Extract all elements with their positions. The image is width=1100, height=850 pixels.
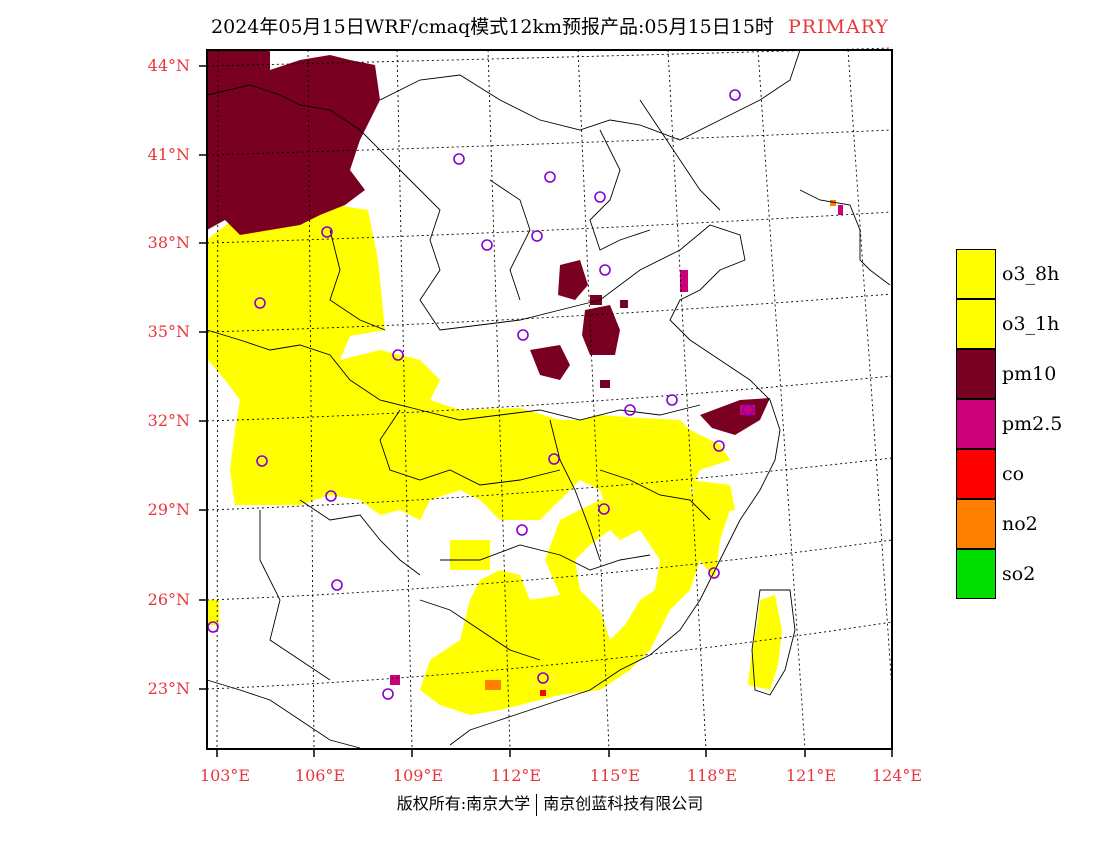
legend-swatch [956,449,996,499]
legend-label: so2 [1002,563,1036,585]
legend-label: co [1002,463,1025,485]
lat-label: 38°N [147,233,190,252]
lon-label: 115°E [589,766,641,785]
copyright-left: 版权所有:南京大学 [396,794,531,813]
graticule [206,47,893,750]
lat-label: 41°N [147,145,190,164]
station-markers [207,89,754,700]
legend-swatch [956,299,996,349]
pm10-region [207,50,770,435]
lat-label: 44°N [147,56,190,75]
legend-label: o3_8h [1002,263,1060,285]
co-region [540,690,546,696]
footer-divider [536,793,538,816]
lat-label: 26°N [147,590,190,609]
legend-label: pm2.5 [1002,413,1063,435]
primary-tag: PRIMARY [787,16,889,38]
lon-label: 106°E [294,766,346,785]
legend-swatch [956,549,996,599]
o3-region [207,205,782,715]
copyright-footer: 版权所有:南京大学 南京创蓝科技有限公司 [0,790,1100,816]
legend-label: o3_1h [1002,313,1060,335]
boundary-lines [206,49,891,749]
lat-label: 35°N [147,322,190,341]
title-text: 2024年05月15日WRF/cmaq模式12km预报产品:05月15日15时 [211,16,774,38]
axis-ticks [199,65,893,757]
pm25-region [390,205,843,685]
map-frame [206,49,893,750]
copyright-right: 南京创蓝科技有限公司 [543,794,704,813]
legend-swatch [956,349,996,399]
lon-label: 103°E [199,766,251,785]
legend-label: no2 [1002,513,1038,535]
lat-label: 23°N [147,679,190,698]
lon-label: 124°E [871,766,923,785]
lon-label: 118°E [686,766,738,785]
no2-region [485,200,836,690]
legend-swatch [956,399,996,449]
legend-swatch [956,249,996,299]
lon-label: 112°E [490,766,542,785]
legend-label: pm10 [1002,363,1057,385]
lon-label: 121°E [785,766,837,785]
lon-label: 109°E [392,766,444,785]
lat-label: 32°N [147,411,190,430]
map-title: 2024年05月15日WRF/cmaq模式12km预报产品:05月15日15时 P… [0,12,1100,39]
lat-label: 29°N [147,500,190,519]
legend-swatch [956,499,996,549]
